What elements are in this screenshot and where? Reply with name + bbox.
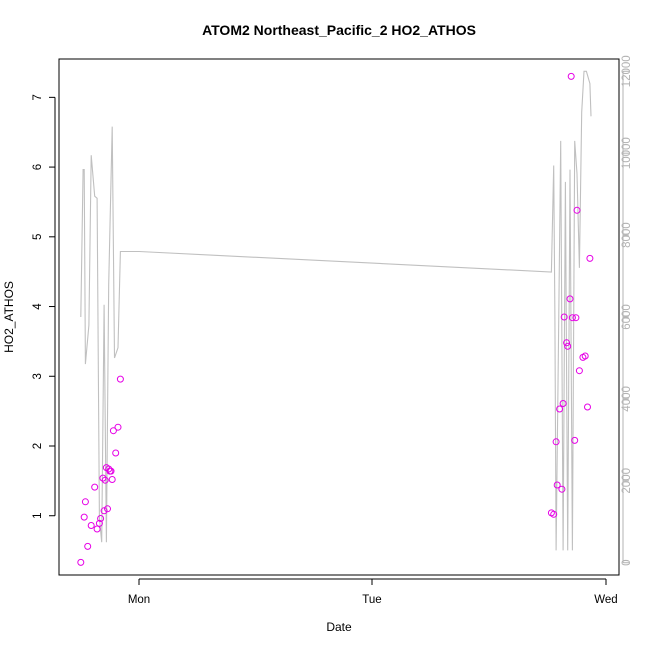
right-y-tick-label: 10000 xyxy=(621,137,633,169)
data-point xyxy=(93,525,101,533)
data-point xyxy=(104,505,111,513)
x-axis-label: Date xyxy=(326,620,352,634)
data-point xyxy=(556,405,564,413)
right-y-axis: 0 2000 4000 6000 8000 10000 12000 xyxy=(621,55,633,566)
data-point xyxy=(80,513,88,521)
secondary-line xyxy=(80,70,592,551)
y-tick-label: 5 xyxy=(32,234,44,240)
data-point xyxy=(91,483,99,491)
data-point xyxy=(100,507,108,515)
data-point xyxy=(101,476,109,484)
data-point xyxy=(87,522,95,529)
data-point xyxy=(99,474,107,482)
data-point xyxy=(575,367,583,375)
data-point xyxy=(552,438,560,446)
right-y-tick-label: 12000 xyxy=(621,55,633,87)
x-tick-label: Tue xyxy=(362,594,381,606)
right-y-tick-label: 6000 xyxy=(621,304,633,330)
data-point xyxy=(566,295,574,303)
data-point xyxy=(586,254,594,262)
right-y-tick-label: 0 xyxy=(621,559,633,565)
scatter-points-group xyxy=(77,72,594,566)
x-tick-label: Wed xyxy=(594,594,617,606)
data-point xyxy=(572,314,580,322)
right-y-tick-label: 4000 xyxy=(621,386,633,412)
plot-box xyxy=(58,58,620,576)
data-point xyxy=(567,72,575,80)
data-point xyxy=(558,485,566,493)
right-y-tick-label: 2000 xyxy=(621,468,633,494)
data-point xyxy=(107,467,115,475)
data-point xyxy=(559,400,567,407)
data-point xyxy=(108,476,116,483)
data-point xyxy=(584,403,591,411)
y-tick-label: 7 xyxy=(32,94,44,100)
data-point xyxy=(97,515,105,522)
y-tick-label: 6 xyxy=(32,164,44,170)
data-point xyxy=(109,427,117,435)
y-axis: 1 2 3 4 5 6 7 xyxy=(32,94,56,519)
data-point xyxy=(116,375,124,383)
x-axis: Mon Tue Wed xyxy=(128,578,618,606)
x-tick-label: Mon xyxy=(128,594,150,606)
data-point xyxy=(553,481,561,489)
y-tick-label: 4 xyxy=(32,303,44,310)
right-y-tick-label: 8000 xyxy=(621,222,633,248)
data-point xyxy=(112,449,120,457)
data-point xyxy=(550,510,558,518)
y-tick-label: 2 xyxy=(32,443,44,449)
data-point xyxy=(564,342,572,350)
data-point xyxy=(560,313,568,321)
chart-title: ATOM2 Northeast_Pacific_2 HO2_ATHOS xyxy=(202,22,476,38)
line-series-group xyxy=(80,70,592,551)
data-point xyxy=(581,352,589,360)
data-point xyxy=(81,498,89,506)
y-tick-label: 3 xyxy=(32,373,44,379)
data-point xyxy=(84,542,92,550)
data-point xyxy=(568,314,576,322)
data-point xyxy=(95,519,103,527)
data-point xyxy=(114,423,122,431)
y-axis-label: HO2_ATHOS xyxy=(2,281,16,353)
y-tick-label: 1 xyxy=(32,512,44,518)
data-point xyxy=(573,206,581,214)
data-point xyxy=(563,339,571,347)
data-point xyxy=(77,558,85,566)
data-point xyxy=(571,436,579,444)
